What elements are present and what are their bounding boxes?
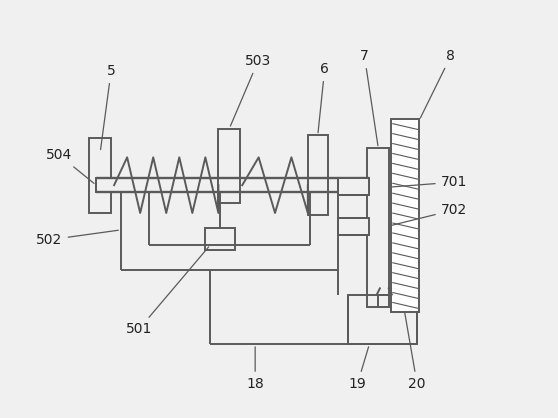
Text: 5: 5 xyxy=(100,64,116,150)
Text: 7: 7 xyxy=(360,49,378,145)
Text: 6: 6 xyxy=(318,62,329,133)
Text: 502: 502 xyxy=(36,230,118,247)
Text: 504: 504 xyxy=(46,148,94,184)
Text: 702: 702 xyxy=(392,203,467,225)
Bar xyxy=(205,228,235,250)
Text: 503: 503 xyxy=(230,54,271,126)
Bar xyxy=(391,119,419,312)
Bar xyxy=(348,296,417,344)
Bar xyxy=(338,178,369,195)
Text: 701: 701 xyxy=(392,175,467,189)
Bar xyxy=(218,129,240,203)
Bar xyxy=(89,138,111,213)
Bar xyxy=(308,135,328,215)
Text: 501: 501 xyxy=(126,247,209,336)
Text: 19: 19 xyxy=(349,347,369,391)
Bar xyxy=(338,218,369,235)
Bar xyxy=(367,148,389,307)
Text: 20: 20 xyxy=(405,312,426,391)
Text: 18: 18 xyxy=(246,347,264,391)
Text: 8: 8 xyxy=(420,49,455,118)
Bar xyxy=(96,178,369,192)
